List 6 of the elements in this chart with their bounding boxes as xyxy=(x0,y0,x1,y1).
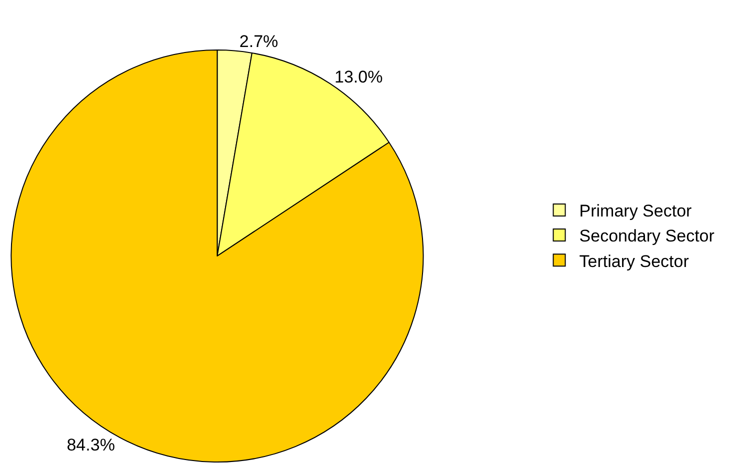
data-label: 13.0% xyxy=(334,67,383,86)
data-label: 84.3% xyxy=(66,435,115,454)
data-label: 2.7% xyxy=(239,32,278,51)
legend-label: Tertiary Sector xyxy=(579,252,690,271)
legend-label: Primary Sector xyxy=(579,202,692,221)
legend-label: Secondary Sector xyxy=(579,226,715,246)
